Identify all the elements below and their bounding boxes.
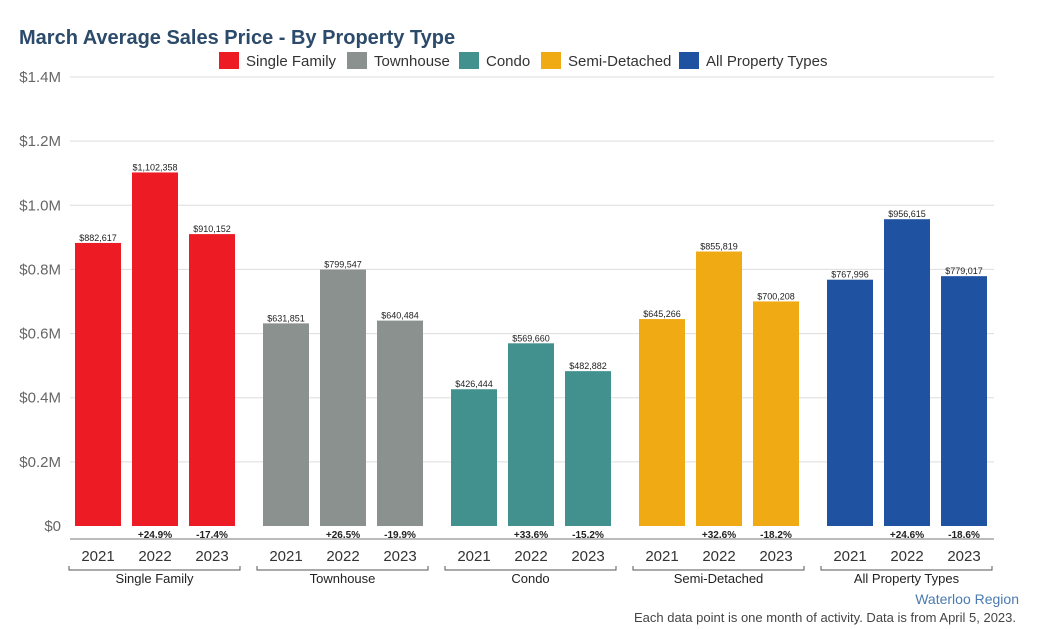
x-year-label: 2021 (833, 548, 866, 565)
bar-value-label: $569,660 (512, 333, 550, 343)
bar (132, 172, 178, 526)
bar-value-label: $767,996 (831, 270, 869, 280)
bar-value-label: $640,484 (381, 311, 419, 321)
legend-item[interactable]: All Property Types (679, 52, 827, 70)
change-label: +33.6% (514, 530, 548, 541)
x-year-label: 2023 (571, 548, 604, 565)
bar (508, 343, 554, 526)
y-tick-label: $0 (44, 518, 61, 535)
bar-value-label: $882,617 (79, 233, 117, 243)
bar (451, 389, 497, 526)
legend-item[interactable]: Semi-Detached (541, 52, 671, 70)
change-label: +32.6% (702, 530, 736, 541)
y-tick-label: $0.8M (19, 261, 61, 278)
x-group-label: Condo (511, 571, 549, 586)
legend-item[interactable]: Single Family (219, 52, 337, 70)
bar (565, 371, 611, 526)
legend-label: Single Family (246, 53, 337, 70)
x-year-label: 2023 (947, 548, 980, 565)
bar (377, 320, 423, 526)
x-year-label: 2023 (759, 548, 792, 565)
legend-label: Condo (486, 53, 530, 70)
change-label: +24.9% (138, 530, 172, 541)
bar (827, 279, 873, 526)
bar (696, 251, 742, 527)
bar (75, 242, 121, 526)
bar-value-label: $956,615 (888, 209, 926, 219)
change-label: -19.9% (384, 530, 416, 541)
legend-label: All Property Types (706, 53, 827, 70)
group-bracket (256, 566, 429, 571)
bar (753, 301, 799, 526)
legend-item[interactable]: Condo (459, 52, 530, 70)
legend: Single Family Townhouse Condo Semi-Detached… (219, 52, 827, 70)
chart-title: March Average Sales Price - By Property … (19, 27, 455, 49)
y-tick-label: $1.4M (19, 69, 61, 86)
x-group-label: Single Family (115, 571, 194, 586)
legend-swatch (679, 52, 699, 69)
x-year-label: 2022 (326, 548, 359, 565)
bar (941, 276, 987, 526)
bar (884, 219, 930, 527)
x-year-label: 2022 (514, 548, 547, 565)
bars: $882,617 $1,102,358 +24.9% $910,152 -17.4% $6… (75, 162, 987, 541)
group-bracket (444, 566, 617, 571)
change-label: +24.6% (890, 530, 924, 541)
bar-value-label: $631,851 (267, 313, 305, 323)
group-bracket (820, 566, 993, 571)
bar-value-label: $855,819 (700, 242, 738, 252)
change-label: -17.4% (196, 530, 228, 541)
legend-label: Townhouse (374, 53, 450, 70)
bar (263, 323, 309, 526)
x-year-label: 2022 (138, 548, 171, 565)
footnote: Each data point is one month of activity… (634, 610, 1016, 625)
bar-value-label: $910,152 (193, 224, 231, 234)
legend-swatch (459, 52, 479, 69)
bar-value-label: $426,444 (455, 379, 493, 389)
bar-value-label: $482,882 (569, 361, 607, 371)
group-bracket (632, 566, 805, 571)
x-year-label: 2021 (81, 548, 114, 565)
x-year-label: 2021 (269, 548, 302, 565)
bar-value-label: $799,547 (324, 260, 362, 270)
y-axis: $0 $0.2M $0.4M $0.6M $0.8M $1.0M $1.2M $1.4M (19, 69, 61, 535)
x-year-label: 2023 (195, 548, 228, 565)
legend-swatch (347, 52, 367, 69)
change-label: -15.2% (572, 530, 604, 541)
x-group-label: Semi-Detached (674, 571, 764, 586)
legend-swatch (219, 52, 239, 69)
region-label: Waterloo Region (915, 591, 1019, 607)
x-year-label: 2021 (645, 548, 678, 565)
legend-label: Semi-Detached (568, 53, 671, 70)
x-year-label: 2023 (383, 548, 416, 565)
change-label: -18.6% (948, 530, 980, 541)
group-bracket (68, 566, 241, 571)
bar (639, 319, 685, 526)
y-tick-label: $1.2M (19, 133, 61, 150)
bar-value-label: $779,017 (945, 266, 983, 276)
bar-value-label: $700,208 (757, 291, 795, 301)
x-group-label: All Property Types (854, 571, 960, 586)
x-year-label: 2021 (457, 548, 490, 565)
legend-item[interactable]: Townhouse (347, 52, 450, 70)
bar-value-label: $1,102,358 (132, 162, 177, 172)
bar (189, 234, 235, 526)
bar-value-label: $645,266 (643, 309, 681, 319)
y-tick-label: $1.0M (19, 197, 61, 214)
x-group-label: Townhouse (310, 571, 376, 586)
change-label: +26.5% (326, 530, 360, 541)
y-tick-label: $0.6M (19, 326, 61, 343)
legend-swatch (541, 52, 561, 69)
x-year-label: 2022 (890, 548, 923, 565)
change-label: -18.2% (760, 530, 792, 541)
x-year-label: 2022 (702, 548, 735, 565)
y-tick-label: $0.4M (19, 390, 61, 407)
y-tick-label: $0.2M (19, 454, 61, 471)
bar (320, 269, 366, 526)
